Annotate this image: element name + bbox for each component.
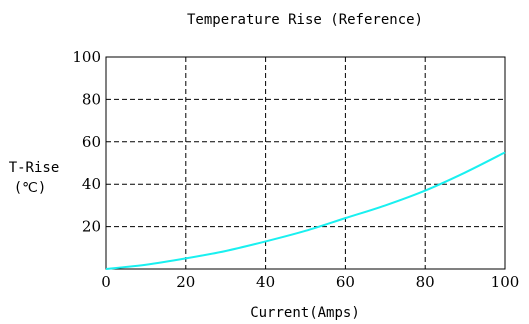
x-tick-label: 100 [491, 273, 520, 291]
y-tick-label: 60 [82, 133, 101, 151]
y-axis-label-line1: T-Rise [9, 160, 60, 176]
chart-title: Temperature Rise (Reference) [187, 12, 423, 28]
plot-frame [105, 56, 506, 270]
x-tick-label: 20 [176, 273, 195, 291]
y-tick-label: 100 [72, 48, 101, 66]
y-tick-label: 20 [82, 218, 101, 236]
grid-lines [106, 57, 505, 269]
x-tick-label: 80 [416, 273, 435, 291]
y-tick-label: 40 [82, 175, 101, 193]
x-tick-label: 0 [101, 273, 111, 291]
x-tick-label: 60 [336, 273, 355, 291]
tick-labels: 0 20 40 60 80 100 20 40 60 80 100 [72, 48, 519, 291]
series-layer [105, 151, 506, 270]
x-axis-label: Current(Amps) [250, 305, 360, 321]
y-axis-label-line2: (℃) [14, 180, 47, 196]
x-tick-label: 40 [256, 273, 275, 291]
series-line [105, 151, 506, 270]
y-tick-label: 80 [82, 90, 101, 108]
